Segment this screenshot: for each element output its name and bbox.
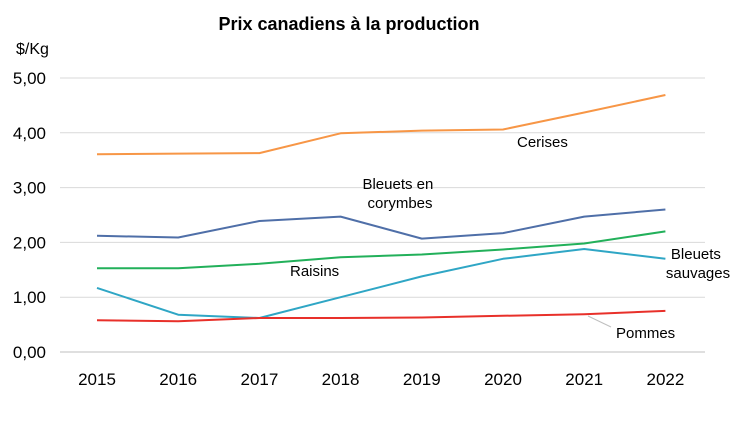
series-line-bleuets-en-corymbes	[96, 208, 666, 240]
y-axis-ticks: 0,00 1,00 2,00 3,00 4,00 5,00	[13, 69, 46, 362]
y-tick-label: 1,00	[13, 288, 46, 307]
series-label-bleuets-corymbes-line2: corymbes	[367, 195, 432, 212]
y-tick-label: 5,00	[13, 69, 46, 88]
series-label-cerises: Cerises	[517, 134, 568, 151]
y-tick-label: 0,00	[13, 343, 46, 362]
series-label-bleuets-sauvages: Bleuets sauvages	[666, 246, 730, 282]
y-tick-label: 2,00	[13, 233, 46, 252]
y-tick-label: 3,00	[13, 179, 46, 198]
chart-title: Prix canadiens à la production	[218, 14, 479, 34]
x-tick-label: 2016	[159, 370, 197, 389]
series-line-raisins	[97, 230, 666, 270]
series-labels: Cerises Bleuets en corymbes Raisins Bleu…	[290, 134, 730, 342]
series-label-bleuets-corymbes: Bleuets en corymbes	[362, 176, 437, 212]
series-label-bleuets-sauvages-line2: sauvages	[666, 265, 730, 282]
x-tick-label: 2021	[565, 370, 603, 389]
series-label-pommes: Pommes	[616, 325, 675, 342]
series-line-cerises	[96, 94, 666, 156]
x-tick-label: 2020	[484, 370, 522, 389]
x-tick-label: 2022	[646, 370, 684, 389]
series-line-bleuets-sauvages	[96, 248, 666, 319]
x-tick-label: 2017	[240, 370, 278, 389]
series-label-bleuets-sauvages-line1: Bleuets	[671, 246, 721, 263]
pommes-leader-line	[587, 315, 612, 328]
x-tick-label: 2019	[403, 370, 441, 389]
x-axis-ticks: 2015 2016 2017 2018 2019 2020 2021 2022	[78, 370, 684, 389]
y-tick-label: 4,00	[13, 124, 46, 143]
x-tick-label: 2015	[78, 370, 116, 389]
y-axis-unit-label: $/Kg	[16, 41, 49, 58]
series-line-pommes	[96, 309, 666, 323]
x-tick-label: 2018	[322, 370, 360, 389]
series-label-raisins: Raisins	[290, 263, 339, 280]
series-label-bleuets-corymbes-line1: Bleuets en	[362, 176, 433, 193]
series-lines	[96, 94, 666, 323]
